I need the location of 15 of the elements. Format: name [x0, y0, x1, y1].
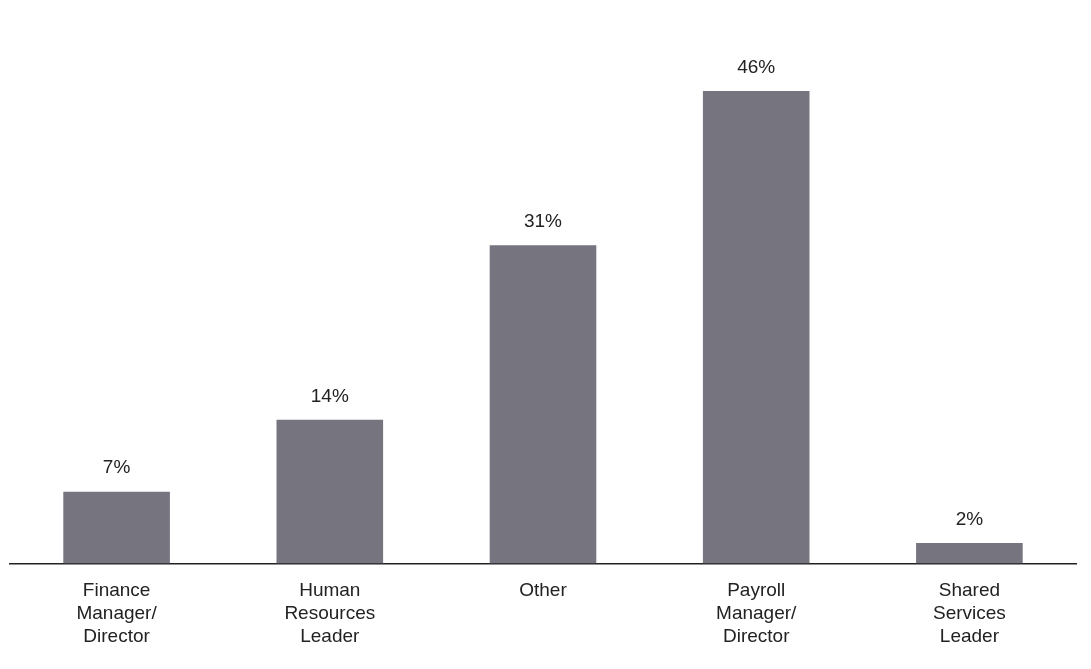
x-tick-label: Finance Manager/Director — [76, 579, 158, 646]
x-tick-label: Payroll Manager/Director — [716, 579, 798, 646]
x-tick-label: Human Resources Leader — [284, 579, 376, 646]
data-label: 31% — [523, 209, 563, 231]
bar — [489, 245, 597, 564]
data-label: 46% — [737, 55, 776, 77]
data-label: 7% — [102, 456, 131, 478]
x-tick-label: Other — [519, 579, 568, 601]
bar — [276, 419, 384, 564]
data-label: 14% — [310, 384, 349, 406]
bar — [916, 543, 1023, 564]
bar — [702, 91, 810, 564]
data-label: 2% — [955, 507, 984, 529]
bar — [63, 491, 170, 564]
x-tick-label: Shared Services Leader — [932, 579, 1006, 646]
